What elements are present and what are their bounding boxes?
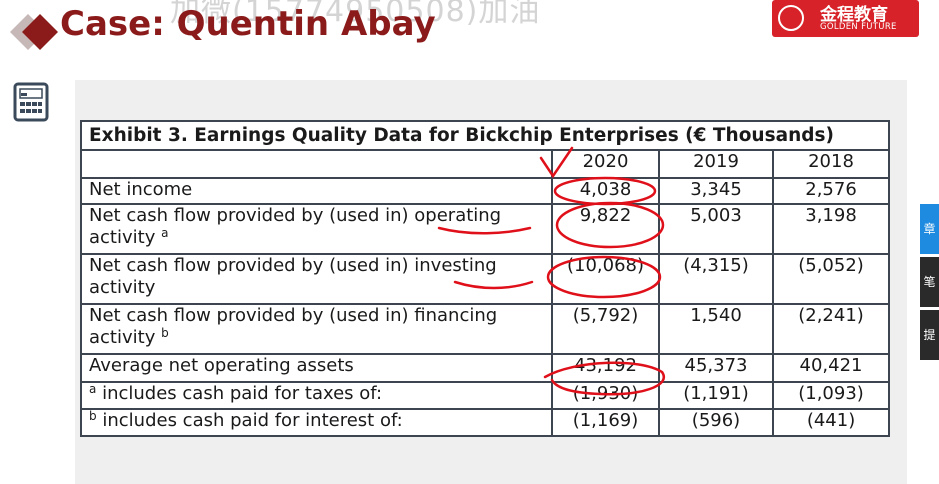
footnote-marker: a — [89, 382, 97, 396]
brand-name-cn: 金程教育 — [820, 5, 888, 25]
year-header: 2018 — [771, 149, 891, 179]
cell-value: (1,191) — [658, 381, 774, 410]
calculator-icon[interactable] — [13, 82, 49, 122]
cell-value: 3,198 — [771, 203, 891, 255]
exhibit-caption: Exhibit 3. Earnings Quality Data for Bic… — [79, 120, 891, 151]
table-row: Average net operating assets 43,192 45,3… — [80, 353, 891, 383]
footnote-label: b includes cash paid for interest of: — [80, 408, 553, 437]
year-header: 2020 — [551, 149, 660, 179]
brand-logo: 金程教育 GOLDEN FUTURE — [772, 0, 919, 37]
page-title: Case: Quentin Abay — [60, 4, 436, 44]
header-row: 2020 2019 2018 — [80, 149, 891, 179]
header-blank — [80, 149, 553, 179]
cell-value: 40,421 — [771, 353, 891, 383]
exhibit-table: Exhibit 3. Earnings Quality Data for Bic… — [79, 120, 891, 437]
diamond-logo-icon — [10, 14, 58, 50]
cell-value: 3,345 — [658, 177, 774, 205]
table-row: Net cash flow provided by (used in) inve… — [80, 253, 891, 305]
footnote-marker: a — [161, 226, 169, 240]
row-label: Net income — [80, 177, 553, 205]
side-tab-ask[interactable]: 提 — [920, 310, 939, 360]
row-label: Net cash flow provided by (used in) inve… — [80, 253, 553, 305]
footnote-row: b includes cash paid for interest of: (1… — [80, 408, 891, 437]
brand-name-en: GOLDEN FUTURE — [820, 22, 897, 32]
cell-value: 4,038 — [551, 177, 660, 205]
table-row: Net income 4,038 3,345 2,576 — [80, 177, 891, 205]
brand-seal-icon — [778, 5, 804, 31]
row-label: Net cash flow provided by (used in) fina… — [80, 303, 553, 355]
cell-value: 9,822 — [551, 203, 660, 255]
cell-value: (1,930) — [551, 381, 660, 410]
year-header: 2019 — [658, 149, 774, 179]
cell-value: (10,068) — [551, 253, 660, 305]
footnote-marker: b — [89, 409, 97, 423]
footnote-label: a includes cash paid for taxes of: — [80, 381, 553, 410]
cell-value: (4,315) — [658, 253, 774, 305]
watermark-text: 加微(15774950508)加油 — [170, 0, 541, 29]
row-label: Net cash flow provided by (used in) oper… — [80, 203, 553, 255]
cell-value: 45,373 — [658, 353, 774, 383]
table-row: Net cash flow provided by (used in) oper… — [80, 203, 891, 255]
table-row: Net cash flow provided by (used in) fina… — [80, 303, 891, 355]
cell-value: (2,241) — [771, 303, 891, 355]
side-tab-notes[interactable]: 笔 — [920, 257, 939, 307]
side-tab-chapter[interactable]: 章 — [920, 204, 939, 254]
cell-value: (5,792) — [551, 303, 660, 355]
cell-value: (1,169) — [551, 408, 660, 437]
cell-value: 5,003 — [658, 203, 774, 255]
cell-value: (1,093) — [771, 381, 891, 410]
footnote-row: a includes cash paid for taxes of: (1,93… — [80, 381, 891, 410]
cell-value: 2,576 — [771, 177, 891, 205]
cell-value: (441) — [771, 408, 891, 437]
cell-value: 1,540 — [658, 303, 774, 355]
cell-value: (596) — [658, 408, 774, 437]
cell-value: (5,052) — [771, 253, 891, 305]
footnote-marker: b — [161, 326, 169, 340]
cell-value: 43,192 — [551, 353, 660, 383]
row-label: Average net operating assets — [80, 353, 553, 383]
